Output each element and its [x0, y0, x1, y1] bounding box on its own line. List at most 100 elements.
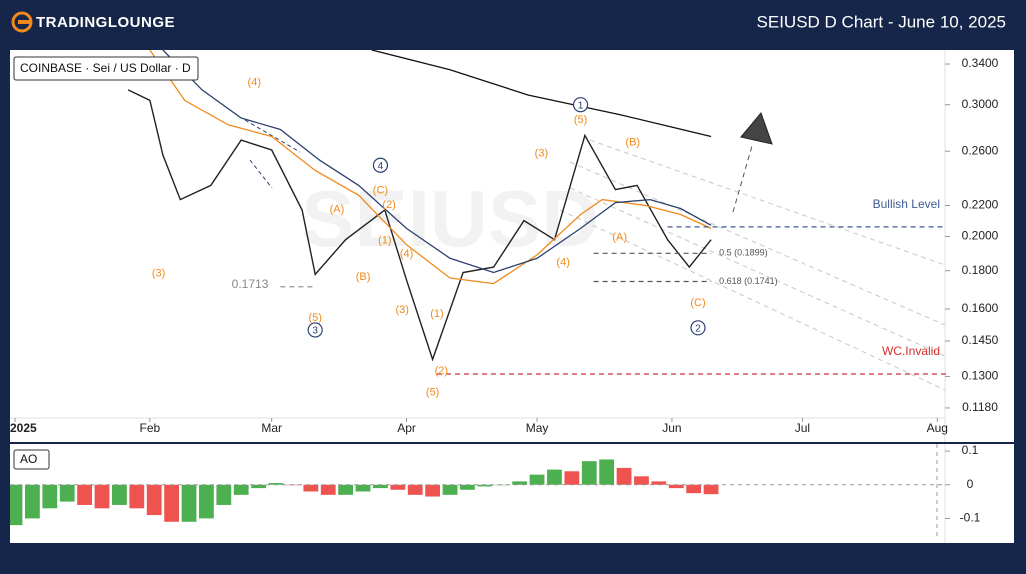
ao-label: AO [20, 452, 37, 466]
level-label: 0.1713 [232, 277, 269, 291]
wave-label: (3) [535, 147, 548, 159]
ao-bar [634, 476, 649, 485]
wave-label: (3) [152, 267, 165, 279]
y-tick-label: 0.1 [962, 443, 979, 457]
channel-line [559, 209, 945, 391]
logo-text: TRADINGLOUNGE [36, 14, 175, 31]
ao-bar [146, 484, 162, 516]
wave-label: (2) [382, 199, 395, 211]
wave-label: (5) [574, 114, 587, 126]
wave-label: (5) [308, 312, 321, 324]
ao-bar [407, 484, 423, 495]
ao-bar [268, 483, 284, 485]
wave-circle [372, 157, 389, 173]
y-tick-label: 0.3000 [962, 97, 999, 111]
ao-bar [703, 484, 719, 495]
wave-label: (1) [378, 235, 391, 247]
trend-channel [559, 139, 945, 391]
projection-arrow [740, 112, 773, 145]
wave-label: (4) [248, 77, 261, 89]
x-tick-label: Apr [397, 421, 416, 435]
wave-circle [690, 320, 706, 336]
wave-label: (C) [690, 297, 705, 309]
ao-bar [477, 484, 493, 487]
ao-bar [303, 484, 319, 492]
ao-bar [529, 474, 545, 485]
wave-label: (2) [435, 365, 448, 377]
ao-bar [668, 484, 684, 489]
ao-plot [10, 459, 719, 526]
ao-bar [77, 484, 93, 505]
ao-bar [59, 484, 75, 502]
page-title: SEIUSD D Chart - June 10, 2025 [757, 12, 1006, 31]
wave-label: 1 [578, 100, 584, 111]
y-tick-label: 0.3400 [962, 56, 999, 70]
wave-line [244, 119, 301, 153]
ao-bar [233, 484, 249, 495]
ao-bar [425, 484, 441, 497]
price-line [127, 89, 712, 362]
ao-bar [320, 484, 336, 495]
symbol-label: COINBASE · Sei / US Dollar · D [20, 61, 191, 75]
wave-line [249, 159, 273, 189]
ao-bar [42, 484, 58, 509]
logo: TRADINGLOUNGE [11, 11, 175, 33]
ao-bar [181, 484, 197, 522]
ao-bar [494, 484, 510, 486]
ao-bar [686, 484, 702, 494]
ao-bar [373, 484, 388, 489]
ao-bar [216, 484, 232, 505]
channel-line [569, 187, 945, 357]
y-tick-label: 0.1800 [962, 263, 999, 277]
ao-bar [355, 484, 371, 492]
level-label: Bullish Level [873, 197, 940, 211]
x-tick-label: May [526, 421, 549, 435]
wave-label: (5) [426, 387, 439, 399]
x-tick-label: Feb [140, 421, 161, 435]
ao-bar [338, 484, 354, 495]
wave-label: (4) [400, 248, 413, 260]
moving-average [371, 50, 712, 138]
y-tick-label: 0.2600 [962, 143, 999, 157]
wave-label: (A) [612, 231, 627, 243]
ao-bar [112, 484, 127, 505]
wave-label: 2 [695, 323, 701, 334]
ao-box [13, 449, 50, 470]
wave-label: (B) [625, 136, 640, 148]
wave-label: (C) [373, 185, 388, 197]
level-label: WC.Invalid [882, 344, 940, 358]
price-layer: 0.3400 0.3000 0.2600 0.2200 0.2000 0.1800 0.16… [10, 50, 999, 435]
ao-bar [10, 484, 23, 526]
y-tick-label: 0 [967, 477, 974, 491]
ao-layer: 0.1 0 -0.1 [10, 443, 981, 526]
ao-bar [581, 461, 597, 485]
symbol-box [13, 56, 199, 81]
plot-area [127, 50, 712, 362]
wave-circle [307, 322, 323, 338]
ao-bar [164, 484, 180, 522]
ao-bar [442, 484, 458, 495]
ao-bar [390, 484, 406, 490]
ao-bar [460, 484, 475, 490]
level-label: 0.5 (0.1899) [719, 248, 768, 258]
level-label: 0.618 (0.1741) [719, 276, 778, 286]
wave-label: (4) [556, 257, 569, 269]
wave-label: (3) [395, 304, 408, 316]
wave-circle [572, 97, 589, 113]
ao-bar [616, 467, 632, 485]
y-tick-label: 0.1300 [962, 369, 999, 383]
ao-bar [512, 481, 528, 485]
wave-lines [244, 119, 301, 189]
x-tick-label: Jul [795, 421, 810, 435]
ao-bar [25, 484, 40, 519]
wave-label: 4 [378, 161, 384, 172]
moving-average [149, 50, 712, 285]
wave-label: (B) [356, 271, 371, 283]
ao-bar [547, 469, 562, 485]
x-tick-label: Jun [662, 421, 681, 435]
wave-label: (1) [430, 308, 443, 320]
projection-line [732, 145, 753, 213]
price-panel [10, 50, 1014, 442]
x-tick-label: Aug [927, 421, 948, 435]
